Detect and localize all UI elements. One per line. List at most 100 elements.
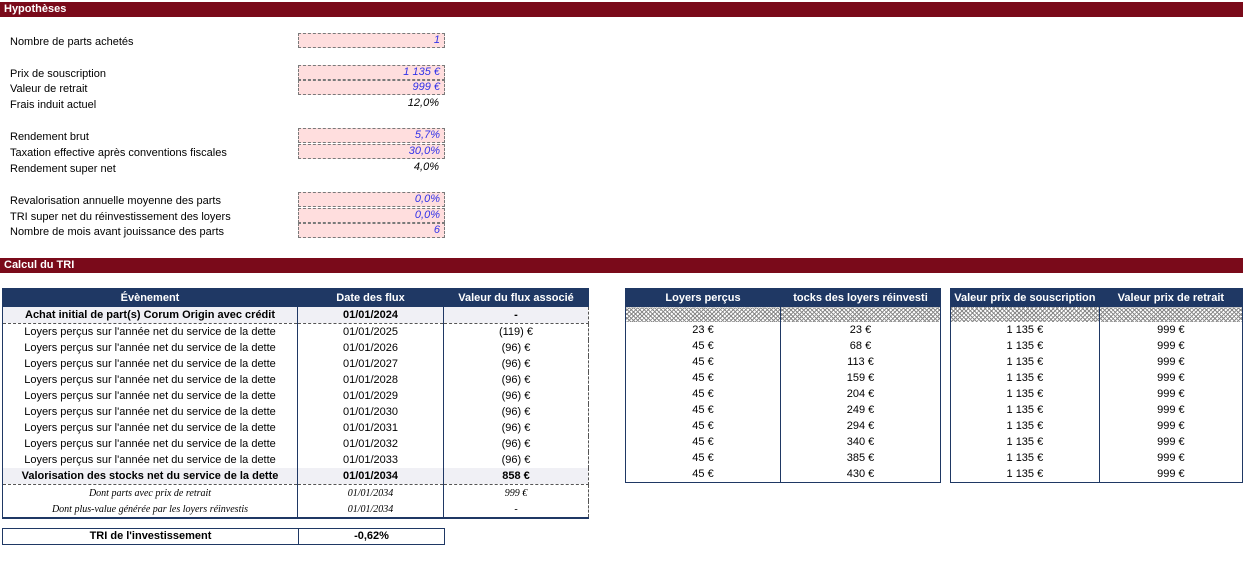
prix-retrait-cell: 999 € <box>1098 466 1243 483</box>
stocks-loyers-cell: 204 € <box>780 386 941 402</box>
table-row: 45 €294 € <box>625 418 941 434</box>
calcul-tri-section-header: Calcul du TRI <box>0 258 1243 273</box>
flux-table-row: Loyers perçus sur l'année net du service… <box>2 372 589 388</box>
hypothesis-label: Valeur de retrait <box>10 83 88 95</box>
table-row: 45 €249 € <box>625 402 941 418</box>
value-cell: 999 € <box>443 484 589 501</box>
hypothesis-label: Rendement super net <box>10 163 116 175</box>
hypothesis-label: Nombre de mois avant jouissance des part… <box>10 226 224 238</box>
table-row: 1 135 €999 € <box>950 434 1243 450</box>
hatched-cell <box>780 306 941 322</box>
hatched-row <box>625 306 941 322</box>
prix-retrait-cell: 999 € <box>1098 434 1243 450</box>
table-row: 45 €68 € <box>625 338 941 354</box>
tri-result-box: TRI de l'investissement -0,62% <box>2 528 445 545</box>
date-cell: 01/01/2029 <box>297 388 444 404</box>
hatched-cell <box>1098 306 1243 322</box>
loyers-table: Loyers perçus tocks des loyers réinvesti… <box>625 288 941 483</box>
table-row: 23 €23 € <box>625 322 941 338</box>
hypothesis-input-field[interactable]: 5,7% <box>298 128 445 143</box>
prix-souscription-cell: 1 135 € <box>950 434 1100 450</box>
valeurs-col-retrait: Valeur prix de retrait <box>1098 288 1243 307</box>
event-cell: Valorisation des stocks net du service d… <box>2 468 298 485</box>
loyers-percus-cell: 45 € <box>625 338 781 354</box>
flux-table-header-row: Évènement Date des flux Valeur du flux a… <box>2 288 589 307</box>
prix-souscription-cell: 1 135 € <box>950 370 1100 386</box>
stocks-loyers-cell: 430 € <box>780 466 941 483</box>
stocks-loyers-cell: 159 € <box>780 370 941 386</box>
event-cell: Loyers perçus sur l'année net du service… <box>2 436 298 452</box>
prix-souscription-cell: 1 135 € <box>950 466 1100 483</box>
prix-souscription-cell: 1 135 € <box>950 322 1100 338</box>
flux-table-row: Valorisation des stocks net du service d… <box>2 468 589 485</box>
value-cell: (96) € <box>443 340 589 356</box>
event-cell: Dont parts avec prix de retrait <box>2 484 298 501</box>
date-cell: 01/01/2033 <box>297 452 444 468</box>
hypothesis-label: TRI super net du réinvestissement des lo… <box>10 211 231 223</box>
date-cell: 01/01/2026 <box>297 340 444 356</box>
hypothesis-computed-value: 12,0% <box>407 97 439 109</box>
event-cell: Loyers perçus sur l'année net du service… <box>2 323 298 340</box>
stocks-loyers-cell: 249 € <box>780 402 941 418</box>
hypothesis-input-field[interactable]: 999 € <box>298 80 445 95</box>
loyers-percus-cell: 45 € <box>625 450 781 466</box>
loyers-percus-cell: 45 € <box>625 434 781 450</box>
event-cell: Achat initial de part(s) Corum Origin av… <box>2 306 298 324</box>
hypothesis-input-field[interactable]: 0,0% <box>298 208 445 223</box>
table-row: 1 135 €999 € <box>950 450 1243 466</box>
flux-table-row: Loyers perçus sur l'année net du service… <box>2 452 589 468</box>
flux-table-row: Loyers perçus sur l'année net du service… <box>2 420 589 436</box>
flux-table-row: Loyers perçus sur l'année net du service… <box>2 340 589 356</box>
table-row: 1 135 €999 € <box>950 402 1243 418</box>
valeurs-col-souscription: Valeur prix de souscription <box>950 288 1100 307</box>
prix-souscription-cell: 1 135 € <box>950 338 1100 354</box>
loyers-percus-cell: 45 € <box>625 466 781 483</box>
value-cell: (96) € <box>443 452 589 468</box>
hypothesis-input-field[interactable]: 6 <box>298 223 445 238</box>
stocks-loyers-cell: 113 € <box>780 354 941 370</box>
prix-retrait-cell: 999 € <box>1098 450 1243 466</box>
hypothesis-input-field[interactable]: 1 135 € <box>298 65 445 80</box>
stocks-loyers-cell: 68 € <box>780 338 941 354</box>
hypothesis-computed-value: 4,0% <box>413 161 439 173</box>
flux-table-container: Évènement Date des flux Valeur du flux a… <box>2 288 589 519</box>
flux-table-row: Dont plus-value générée par les loyers r… <box>2 501 589 518</box>
loyers-percus-cell: 23 € <box>625 322 781 338</box>
hypothesis-input-field[interactable]: 1 <box>298 33 445 48</box>
table-row: 45 €204 € <box>625 386 941 402</box>
flux-table: Évènement Date des flux Valeur du flux a… <box>2 288 589 519</box>
loyers-percus-cell: 45 € <box>625 386 781 402</box>
prix-retrait-cell: 999 € <box>1098 354 1243 370</box>
event-cell: Loyers perçus sur l'année net du service… <box>2 372 298 388</box>
table-row: 1 135 €999 € <box>950 322 1243 338</box>
flux-table-row: Loyers perçus sur l'année net du service… <box>2 388 589 404</box>
table-row: 1 135 €999 € <box>950 370 1243 386</box>
value-cell: (96) € <box>443 388 589 404</box>
prix-souscription-cell: 1 135 € <box>950 450 1100 466</box>
prix-souscription-cell: 1 135 € <box>950 402 1100 418</box>
loyers-table-header-row: Loyers perçus tocks des loyers réinvesti <box>625 288 941 307</box>
date-cell: 01/01/2031 <box>297 420 444 436</box>
value-cell: (96) € <box>443 420 589 436</box>
table-row: 1 135 €999 € <box>950 338 1243 354</box>
hypothesis-label: Prix de souscription <box>10 68 106 80</box>
event-cell: Loyers perçus sur l'année net du service… <box>2 340 298 356</box>
date-cell: 01/01/2034 <box>297 501 444 518</box>
hypothesis-input-field[interactable]: 30,0% <box>298 144 445 159</box>
loyers-percus-cell: 45 € <box>625 402 781 418</box>
flux-col-event: Évènement <box>2 288 298 307</box>
hypothesis-input-field[interactable]: 0,0% <box>298 192 445 207</box>
loyers-col-stocks: tocks des loyers réinvesti <box>780 288 941 307</box>
prix-souscription-cell: 1 135 € <box>950 386 1100 402</box>
table-row: 45 €340 € <box>625 434 941 450</box>
flux-table-row: Loyers perçus sur l'année net du service… <box>2 356 589 372</box>
value-cell: (96) € <box>443 356 589 372</box>
table-row: 1 135 €999 € <box>950 354 1243 370</box>
date-cell: 01/01/2028 <box>297 372 444 388</box>
event-cell: Dont plus-value générée par les loyers r… <box>2 501 298 518</box>
date-cell: 01/01/2024 <box>297 306 444 324</box>
hypothesis-label: Rendement brut <box>10 131 89 143</box>
valeurs-table: Valeur prix de souscription Valeur prix … <box>950 288 1243 483</box>
date-cell: 01/01/2034 <box>297 484 444 501</box>
